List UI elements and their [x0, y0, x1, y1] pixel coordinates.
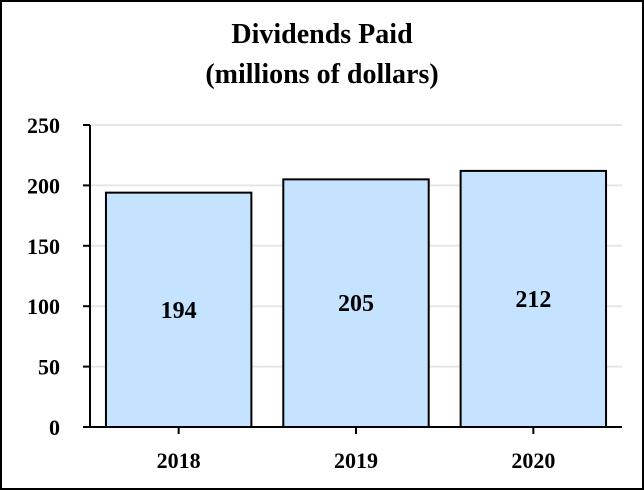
x-tick-label-2020: 2020	[511, 448, 555, 473]
x-axis: 2018 2019 2020	[90, 426, 622, 473]
bars	[104, 169, 608, 429]
bar-2019	[282, 178, 430, 428]
y-tick-label: 150	[27, 234, 60, 259]
bar-2020	[459, 169, 608, 429]
bar-2018	[104, 191, 253, 428]
data-label-2020: 212	[515, 287, 551, 313]
y-tick-label: 100	[27, 294, 60, 319]
data-label-2018: 194	[161, 298, 197, 324]
x-tick-label-2018: 2018	[157, 448, 201, 473]
y-tick-label: 250	[27, 113, 60, 138]
y-tick-label: 0	[49, 415, 60, 440]
chart-subtitle: (millions of dollars)	[205, 59, 438, 90]
y-tick-label: 200	[27, 173, 60, 198]
x-tick-label-2019: 2019	[334, 448, 378, 473]
data-labels: 194 205 212	[161, 287, 552, 324]
y-tick-label: 50	[38, 355, 60, 380]
chart-title: Dividends Paid	[231, 19, 413, 50]
data-label-2019: 205	[338, 291, 374, 317]
y-axis: 0 50 100 150 200 250	[27, 113, 91, 440]
